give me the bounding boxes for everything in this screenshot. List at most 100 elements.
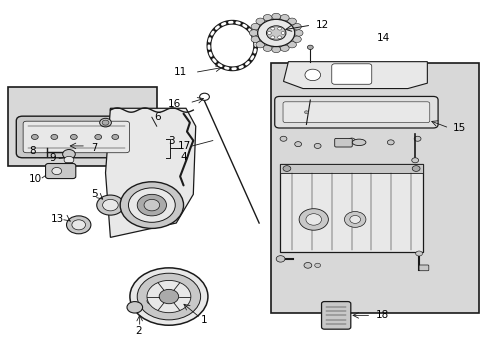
- Circle shape: [100, 118, 111, 127]
- FancyBboxPatch shape: [274, 96, 437, 128]
- Circle shape: [95, 134, 102, 139]
- Circle shape: [271, 46, 280, 53]
- Ellipse shape: [351, 139, 365, 145]
- Text: 12: 12: [316, 20, 329, 30]
- Circle shape: [415, 251, 422, 256]
- Circle shape: [266, 26, 285, 40]
- Text: 10: 10: [29, 174, 42, 184]
- Circle shape: [271, 13, 280, 20]
- Circle shape: [64, 156, 74, 163]
- Bar: [279, 164, 423, 252]
- Circle shape: [255, 41, 264, 48]
- FancyBboxPatch shape: [334, 138, 351, 147]
- Ellipse shape: [64, 162, 74, 166]
- Circle shape: [270, 27, 274, 30]
- Circle shape: [70, 134, 77, 139]
- Circle shape: [305, 214, 321, 225]
- Text: 8: 8: [29, 145, 36, 156]
- Circle shape: [287, 18, 296, 24]
- Circle shape: [411, 158, 418, 163]
- Circle shape: [62, 149, 75, 159]
- FancyBboxPatch shape: [331, 64, 371, 84]
- Circle shape: [277, 36, 281, 39]
- Circle shape: [304, 111, 308, 114]
- Circle shape: [294, 141, 301, 147]
- Text: 16: 16: [167, 99, 181, 109]
- FancyBboxPatch shape: [321, 302, 350, 329]
- Bar: [279, 164, 423, 173]
- Circle shape: [277, 27, 281, 30]
- Text: 9: 9: [49, 153, 56, 163]
- Circle shape: [137, 194, 166, 216]
- Circle shape: [411, 166, 419, 171]
- Circle shape: [130, 268, 207, 325]
- Circle shape: [307, 45, 313, 49]
- Circle shape: [294, 30, 303, 36]
- Circle shape: [112, 134, 119, 139]
- Circle shape: [31, 134, 38, 139]
- Circle shape: [72, 220, 85, 230]
- Circle shape: [281, 32, 285, 35]
- FancyBboxPatch shape: [16, 116, 136, 158]
- Circle shape: [283, 166, 290, 171]
- Circle shape: [276, 256, 285, 262]
- Text: 11: 11: [174, 67, 187, 77]
- Circle shape: [250, 23, 259, 30]
- Text: 2: 2: [135, 325, 142, 336]
- Circle shape: [292, 36, 301, 42]
- Text: 5: 5: [91, 189, 98, 199]
- Circle shape: [66, 216, 91, 234]
- Text: 13: 13: [51, 214, 64, 224]
- Circle shape: [314, 263, 320, 267]
- Text: 1: 1: [200, 315, 207, 325]
- Circle shape: [349, 216, 360, 224]
- Circle shape: [270, 36, 274, 39]
- FancyBboxPatch shape: [418, 265, 428, 271]
- Circle shape: [413, 136, 420, 141]
- Circle shape: [292, 23, 301, 30]
- Circle shape: [159, 289, 178, 304]
- Circle shape: [147, 297, 157, 305]
- Text: 15: 15: [452, 123, 465, 133]
- Circle shape: [144, 199, 159, 211]
- Text: 14: 14: [376, 33, 389, 43]
- Circle shape: [97, 195, 124, 215]
- Circle shape: [299, 209, 328, 230]
- Circle shape: [51, 134, 58, 139]
- Circle shape: [263, 45, 271, 51]
- Text: 17: 17: [177, 141, 190, 151]
- Bar: [8, 87, 157, 166]
- Circle shape: [137, 273, 200, 320]
- Circle shape: [304, 262, 311, 268]
- Circle shape: [314, 143, 321, 148]
- FancyBboxPatch shape: [45, 163, 76, 179]
- Circle shape: [147, 280, 190, 313]
- Bar: [271, 63, 478, 313]
- Circle shape: [263, 14, 271, 21]
- Circle shape: [280, 136, 286, 141]
- Text: 7: 7: [91, 143, 97, 153]
- Circle shape: [102, 199, 118, 211]
- Circle shape: [280, 14, 288, 21]
- Text: 4: 4: [180, 152, 186, 162]
- Circle shape: [120, 182, 183, 228]
- Text: 3: 3: [168, 136, 174, 145]
- Circle shape: [102, 120, 109, 125]
- Polygon shape: [283, 62, 427, 89]
- Circle shape: [52, 167, 61, 175]
- Circle shape: [386, 140, 393, 145]
- Circle shape: [257, 19, 294, 46]
- Circle shape: [280, 45, 288, 51]
- Circle shape: [249, 30, 258, 36]
- Circle shape: [267, 32, 271, 35]
- Circle shape: [127, 302, 142, 313]
- Circle shape: [199, 93, 209, 100]
- Circle shape: [250, 36, 259, 42]
- FancyBboxPatch shape: [283, 102, 429, 123]
- FancyBboxPatch shape: [23, 121, 129, 153]
- Circle shape: [305, 69, 320, 81]
- Circle shape: [287, 41, 296, 48]
- Text: 6: 6: [154, 112, 161, 122]
- Polygon shape: [105, 108, 195, 237]
- Text: 18: 18: [375, 310, 388, 320]
